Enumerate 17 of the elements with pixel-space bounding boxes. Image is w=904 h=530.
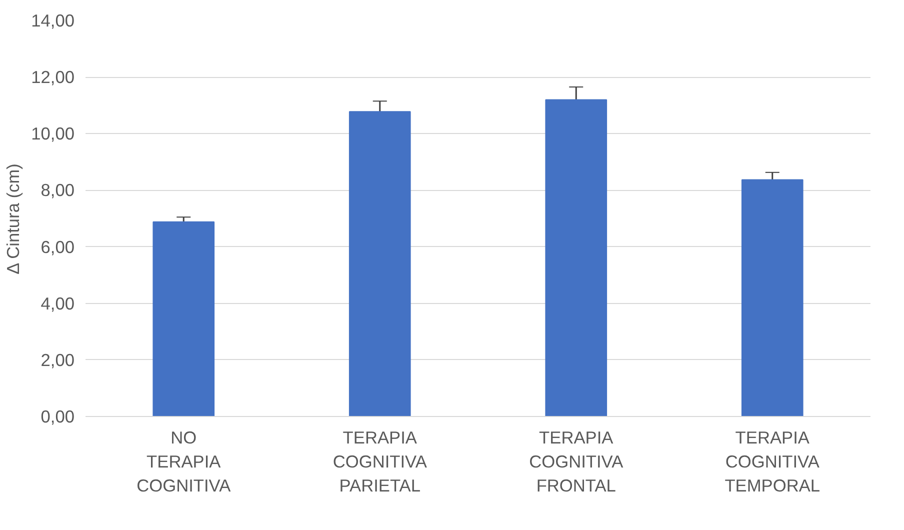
y-tick-label: 12,00 xyxy=(31,67,75,88)
bar xyxy=(545,99,608,416)
y-tick-label: 0,00 xyxy=(40,406,75,426)
y-tick-label: 6,00 xyxy=(40,236,75,257)
y-tick-label: 14,00 xyxy=(31,10,75,30)
bar xyxy=(348,111,411,416)
x-tick-label: NO TERAPIA COGNITIVA xyxy=(136,428,232,496)
x-tick-label: TERAPIA COGNITIVA FRONTAL xyxy=(529,428,624,496)
y-tick-label: 8,00 xyxy=(40,180,75,200)
y-tick-label: 10,00 xyxy=(31,124,75,144)
y-tick-label: 4,00 xyxy=(40,293,75,314)
y-tick-label: 2,00 xyxy=(40,350,75,370)
bar xyxy=(152,221,215,416)
y-axis-title: Δ Cintura (cm) xyxy=(3,164,24,274)
x-tick-label: TERAPIA COGNITIVA TEMPORAL xyxy=(724,428,820,496)
x-tick-label: TERAPIA COGNITIVA PARIETAL xyxy=(332,428,428,496)
bar xyxy=(741,179,804,416)
